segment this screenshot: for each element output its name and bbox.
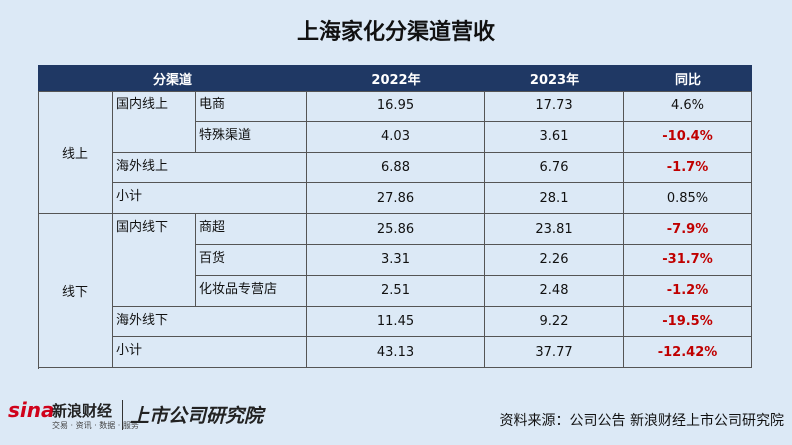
channel-cell: 小计: [113, 183, 307, 215]
group-cell: 线上: [38, 91, 113, 215]
header-bar: [38, 65, 752, 91]
value-cell: -10.4%: [624, 121, 752, 153]
value-cell: 2.48: [485, 275, 624, 307]
header-cell: 2023年: [529, 72, 580, 88]
source: 资料来源：公司公告 新浪财经上市公司研究院: [499, 413, 784, 429]
sub-channel-cell: 商超: [196, 214, 307, 245]
value-cell: 11.45: [307, 306, 485, 338]
value-cell: 17.73: [485, 91, 624, 122]
logo-name: 新浪财经: [52, 402, 113, 420]
sub-channel-cell: 电商: [196, 91, 307, 122]
header-cell: 2022年: [371, 72, 421, 88]
channel-cell: 小计: [113, 337, 307, 369]
value-cell: 6.76: [485, 152, 624, 184]
value-cell: 9.22: [485, 306, 624, 338]
group-cell: 线下: [38, 214, 113, 369]
divider: [122, 400, 123, 430]
value-cell: 0.85%: [624, 183, 752, 215]
sub-channel-cell: 特殊渠道: [196, 121, 307, 153]
channel-cell: 海外线下: [113, 306, 307, 338]
value-cell: -1.2%: [624, 275, 752, 307]
value-cell: 27.86: [307, 183, 485, 215]
header-cell: 分渠道: [152, 72, 192, 88]
channel-cell: 国内线上: [113, 91, 196, 153]
channel-cell: 海外线上: [113, 152, 307, 184]
value-cell: -1.7%: [624, 152, 752, 184]
value-cell: -31.7%: [624, 245, 752, 276]
title: 上海家化分渠道营收: [296, 20, 495, 45]
value-cell: 28.1: [485, 183, 624, 215]
header-cell: 同比: [674, 72, 701, 88]
value-cell: 3.31: [307, 245, 485, 276]
value-cell: 4.6%: [624, 91, 752, 122]
sub-channel-cell: 百货: [196, 245, 307, 276]
sub-channel-cell: 化妆品专营店: [196, 275, 307, 307]
value-cell: 3.61: [485, 121, 624, 153]
value-cell: 16.95: [307, 91, 485, 122]
value-cell: 37.77: [485, 337, 624, 369]
logo-tagline: 交易 · 资讯 · 数据 · 服务: [52, 421, 139, 430]
value-cell: -7.9%: [624, 214, 752, 245]
value-cell: 4.03: [307, 121, 485, 153]
channel-cell: 国内线下: [113, 214, 196, 307]
institute: 上市公司研究院: [130, 405, 264, 427]
value-cell: 6.88: [307, 152, 485, 184]
value-cell: 43.13: [307, 337, 485, 369]
value-cell: -19.5%: [624, 306, 752, 338]
value-cell: 25.86: [307, 214, 485, 245]
value-cell: 2.26: [485, 245, 624, 276]
value-cell: 2.51: [307, 275, 485, 307]
value-cell: -12.42%: [624, 337, 752, 369]
logo-mark: sina: [8, 398, 55, 422]
value-cell: 23.81: [485, 214, 624, 245]
